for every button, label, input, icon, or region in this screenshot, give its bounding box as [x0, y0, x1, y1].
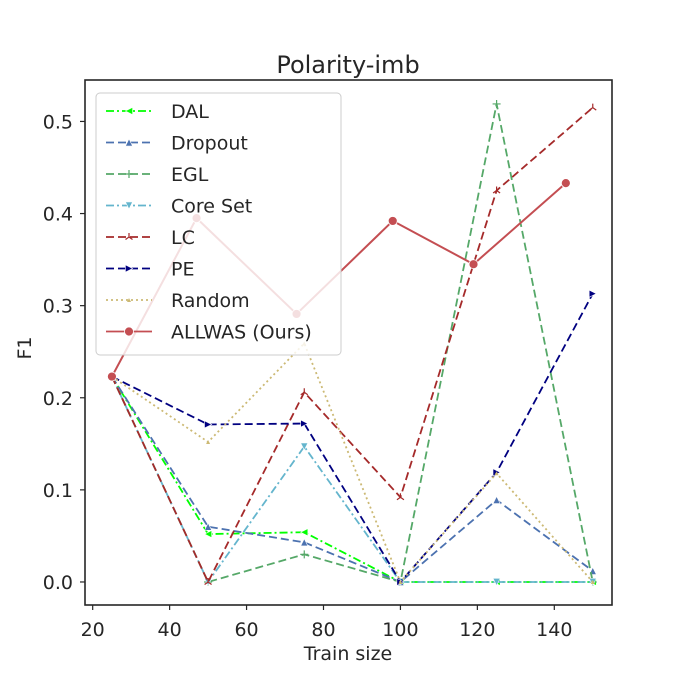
data-point-pe: [204, 420, 213, 429]
data-point-pe: [300, 419, 309, 428]
y-tick-label: 0.2: [43, 388, 73, 410]
data-point-lc: [588, 103, 597, 111]
data-point-random: [590, 579, 595, 584]
legend-marker-egl: [125, 170, 133, 178]
legend-label-dal: DAL: [171, 101, 209, 123]
legend-label-egl: EGL: [171, 164, 209, 186]
y-tick-label: 0.4: [43, 204, 73, 226]
data-point-random: [398, 579, 403, 584]
data-point-allwas-ours: [560, 178, 571, 189]
y-tick-label: 0.0: [43, 572, 73, 594]
legend-marker-pe: [125, 264, 134, 273]
chart-title: Polarity-imb: [276, 51, 419, 79]
data-point-dropout: [300, 538, 309, 547]
series-line-pe: [111, 293, 594, 583]
legend-box: [95, 92, 342, 356]
legend-label-random: Random: [171, 290, 250, 312]
data-point-dal: [299, 528, 309, 537]
data-point-egl: [492, 99, 501, 108]
x-tick-label: 120: [459, 619, 495, 641]
legend-marker-random: [127, 298, 131, 302]
series-line-random: [111, 342, 594, 583]
x-axis-label: Train size: [303, 643, 392, 665]
data-point-egl: [300, 550, 309, 559]
legend-marker-dropout: [124, 138, 134, 147]
data-point-allwas-ours: [107, 371, 117, 382]
y-tick-label: 0.1: [43, 480, 73, 502]
series-lc: [108, 103, 597, 585]
x-tick-label: 40: [158, 619, 182, 641]
series-line-dal: [111, 376, 593, 583]
y-axis-ticks: 0.0 0.1 0.2 0.3 0.4 0.5: [43, 111, 85, 594]
data-point-random: [206, 439, 211, 444]
data-point-allwas-ours: [468, 259, 479, 270]
legend-marker-dal: [124, 106, 133, 116]
data-point-dropout: [492, 495, 501, 504]
legend: DAL Dropout EGL Core Set LC PE Random ALLWAS (O…: [95, 92, 342, 356]
legend-marker-lc: [125, 233, 133, 240]
data-point-random: [494, 471, 499, 476]
plot-frame: [84, 79, 613, 606]
x-tick-label: 60: [234, 619, 258, 641]
legend-marker-allwas-ours: [124, 326, 134, 337]
data-point-core-set: [300, 442, 309, 451]
x-tick-label: 80: [311, 619, 335, 641]
y-axis-label: F1: [14, 336, 36, 359]
legend-label-core-set: Core Set: [171, 196, 252, 218]
legend-label-dropout: Dropout: [171, 133, 248, 155]
legend-label-allwas-ours: ALLWAS (Ours): [171, 322, 312, 344]
data-point-lc: [204, 577, 212, 585]
legend-marker-core-set: [124, 201, 134, 210]
series-line-core-set: [111, 376, 593, 583]
data-point-lc: [300, 388, 309, 396]
data-point-pe: [588, 289, 598, 298]
series-line-egl: [111, 103, 594, 583]
x-tick-label: 140: [536, 619, 572, 641]
x-axis-ticks: 20 40 60 80 100 120 140: [81, 605, 572, 641]
data-point-dal: [203, 529, 212, 539]
series-line-dropout: [111, 376, 594, 583]
y-tick-label: 0.5: [43, 111, 73, 133]
legend-label-pe: PE: [171, 259, 194, 281]
y-tick-label: 0.3: [43, 296, 73, 318]
data-point-lc: [492, 186, 501, 194]
x-tick-label: 20: [81, 619, 105, 641]
series-line-lc: [111, 106, 594, 583]
legend-label-lc: LC: [171, 227, 195, 249]
data-point-allwas-ours: [387, 216, 398, 226]
data-point-core-set: [492, 578, 501, 587]
data-point-dropout: [204, 522, 213, 531]
x-tick-label: 100: [382, 619, 418, 641]
data-point-lc: [396, 493, 405, 501]
